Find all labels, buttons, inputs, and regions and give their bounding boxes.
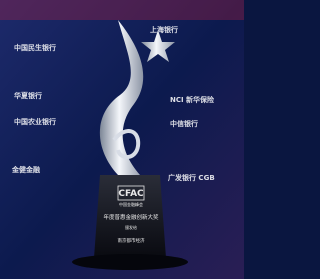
plaque-recipient: 南京都市经济	[118, 237, 145, 244]
plaque-presented: 颁发给	[125, 224, 137, 230]
logo: 中信银行	[170, 119, 198, 128]
logo: 上海银行	[150, 25, 178, 34]
base-shadow	[72, 254, 188, 270]
logo: 金健金融	[11, 165, 40, 174]
page: {"background_logos": ["上海银行", "中国民生银行", …	[0, 0, 244, 279]
logo: 中国农业银行	[14, 117, 56, 126]
banner	[0, 0, 244, 20]
logo: 华夏银行	[14, 91, 42, 100]
logo: 中国民生银行	[14, 43, 56, 52]
plaque-badge: CFAC	[118, 189, 144, 199]
plaque-award: 年度普惠金融创新大奖	[103, 213, 159, 221]
logo: NCI 新华保险	[170, 95, 215, 104]
plaque-badge-sub: 中国金融峰会	[119, 201, 143, 207]
photo: 上海银行 中国民生银行 NCI 新华保险 中信银行 广发银行 CGB 金健金融 …	[0, 0, 244, 279]
logo: 广发银行 CGB	[168, 173, 215, 182]
